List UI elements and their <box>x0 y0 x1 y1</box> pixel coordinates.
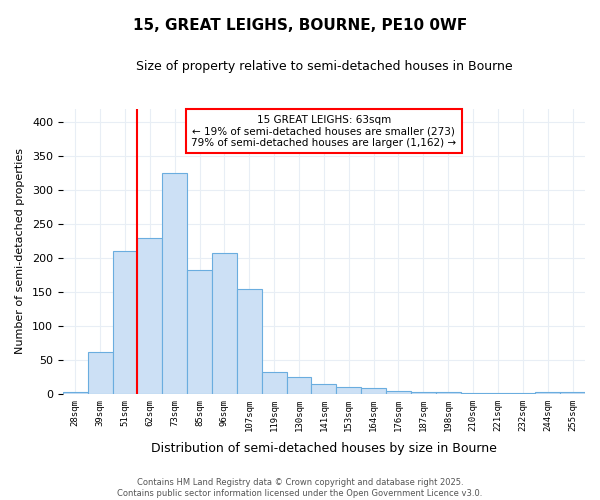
Bar <box>187 270 212 394</box>
Bar <box>63 392 88 394</box>
Bar <box>485 393 511 394</box>
Text: 15, GREAT LEIGHS, BOURNE, PE10 0WF: 15, GREAT LEIGHS, BOURNE, PE10 0WF <box>133 18 467 32</box>
Bar <box>560 392 585 394</box>
Bar <box>237 288 262 394</box>
Bar <box>311 384 337 394</box>
Bar <box>337 387 361 394</box>
Bar <box>137 238 162 394</box>
Title: Size of property relative to semi-detached houses in Bourne: Size of property relative to semi-detach… <box>136 60 512 73</box>
Bar <box>511 393 535 394</box>
Bar <box>88 352 113 394</box>
Bar <box>535 392 560 394</box>
Y-axis label: Number of semi-detached properties: Number of semi-detached properties <box>15 148 25 354</box>
Bar <box>361 388 386 394</box>
Bar <box>436 392 461 394</box>
Text: Contains HM Land Registry data © Crown copyright and database right 2025.
Contai: Contains HM Land Registry data © Crown c… <box>118 478 482 498</box>
Bar <box>212 254 237 394</box>
Bar <box>411 392 436 394</box>
Bar <box>262 372 287 394</box>
Bar <box>162 174 187 394</box>
Text: 15 GREAT LEIGHS: 63sqm
← 19% of semi-detached houses are smaller (273)
79% of se: 15 GREAT LEIGHS: 63sqm ← 19% of semi-det… <box>191 114 457 148</box>
X-axis label: Distribution of semi-detached houses by size in Bourne: Distribution of semi-detached houses by … <box>151 442 497 455</box>
Bar <box>386 391 411 394</box>
Bar <box>287 377 311 394</box>
Bar <box>113 252 137 394</box>
Bar <box>461 393 485 394</box>
